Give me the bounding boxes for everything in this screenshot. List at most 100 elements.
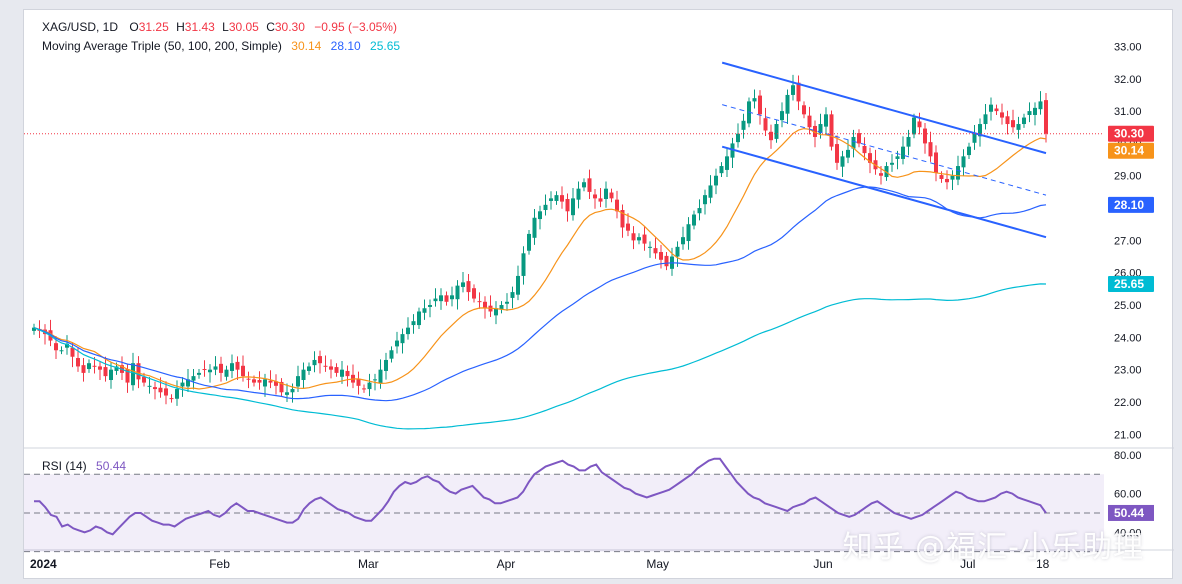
candle-body: [714, 175, 718, 186]
candle-body: [213, 366, 218, 370]
candle-body: [417, 311, 421, 326]
candle-body: [593, 194, 597, 199]
candle-body: [890, 162, 894, 165]
watermark: 知乎 @福汇-小乐助理: [842, 530, 1144, 565]
candle-body: [263, 379, 267, 387]
candle-body: [164, 388, 168, 396]
candle-body: [158, 387, 163, 393]
open-label: O: [129, 20, 139, 34]
candle-body: [868, 153, 872, 163]
candle-body: [378, 369, 383, 384]
rsi-legend-value: 50.44: [96, 459, 127, 473]
candle-body: [136, 363, 141, 380]
candle-body: [791, 85, 795, 95]
candle-body: [219, 363, 223, 373]
candle-body: [230, 363, 234, 371]
candle-body: [939, 175, 944, 179]
candle-body: [659, 252, 663, 260]
candle-body: [549, 198, 553, 201]
candle-body: [758, 95, 762, 115]
candle-body: [626, 223, 630, 231]
channel-middle-line: [722, 104, 1047, 196]
candle-body: [186, 379, 190, 387]
price-label-box: [1108, 196, 1154, 213]
candle-body: [307, 366, 311, 371]
price-legend: XAG/USD, 1D O31.25 H31.43 L30.05 C30.30 …: [42, 20, 397, 34]
candle-body: [406, 327, 410, 335]
candle-body: [70, 347, 75, 357]
candle-body: [494, 308, 498, 316]
candle-body: [499, 305, 504, 310]
candle-body: [587, 178, 592, 192]
candle-body: [241, 365, 245, 377]
candle-body: [169, 398, 174, 400]
candle-body: [692, 214, 696, 226]
candle-body: [615, 199, 619, 212]
candle-body: [978, 124, 982, 137]
candle-body: [180, 382, 185, 387]
price-tick-label: 31.00: [1114, 106, 1142, 118]
rsi-tick-label: 60.00: [1114, 489, 1142, 501]
close-label: C: [266, 20, 275, 34]
candle-body: [334, 367, 339, 373]
close-value: 30.30: [274, 20, 305, 34]
rsi-value-box: [1108, 504, 1154, 521]
candle-body: [697, 208, 702, 214]
candle-body: [912, 117, 916, 135]
candle-body: [345, 370, 350, 377]
price-label-ma50: 30.14: [1108, 142, 1154, 159]
candle-body: [934, 152, 938, 173]
time-tick-label: 18: [1036, 557, 1050, 571]
candle-body: [703, 195, 707, 205]
price-label-text: 25.65: [1114, 277, 1144, 291]
candle-body: [961, 156, 966, 168]
candle-body: [675, 246, 680, 257]
price-label-text: 30.30: [1114, 127, 1144, 141]
candle-body: [109, 369, 113, 381]
open-value: 31.25: [138, 20, 169, 34]
candle-body: [81, 365, 86, 373]
candle-body: [444, 295, 449, 302]
candle-body: [752, 98, 757, 102]
candle-body: [862, 146, 867, 154]
candle-body: [565, 199, 570, 212]
candle-body: [290, 389, 295, 393]
candle-body: [917, 121, 922, 128]
candle-body: [384, 359, 388, 371]
ma200-value: 25.65: [370, 39, 401, 53]
rsi-value-text: 50.44: [1114, 506, 1144, 520]
candle-body: [147, 385, 152, 387]
candle-body: [846, 149, 850, 158]
candle-body: [362, 388, 366, 390]
candle-body: [153, 387, 157, 390]
candle-body: [87, 363, 91, 370]
price-tick-label: 33.00: [1114, 41, 1142, 53]
candle-body: [235, 361, 240, 370]
candle-body: [400, 334, 405, 344]
candle-body: [257, 380, 262, 383]
time-tick-label: Apr: [497, 557, 516, 571]
candle-body: [433, 298, 438, 302]
candle-body: [521, 253, 526, 276]
price-tick-label: 29.00: [1114, 171, 1142, 183]
candle-body: [1005, 116, 1010, 125]
rsi-legend: RSI (14) 50.44: [42, 459, 126, 473]
candle-body: [197, 372, 201, 375]
low-value: 30.05: [228, 20, 259, 34]
time-tick-label: Feb: [209, 557, 230, 571]
candle-body: [1038, 101, 1043, 110]
candle-body: [125, 369, 130, 383]
ma-legend: Moving Average Triple (50, 100, 200, Sim…: [42, 39, 400, 53]
candle-body: [389, 350, 394, 359]
candle-body: [532, 217, 537, 238]
candle-body: [301, 369, 306, 381]
candle-body: [142, 376, 146, 383]
candle-body: [813, 125, 817, 137]
candle-body: [901, 146, 905, 159]
candle-body: [202, 369, 207, 371]
rsi-legend-label: RSI (14): [42, 459, 87, 473]
chart-svg[interactable]: 33.0032.0031.0030.0029.0028.0027.0026.00…: [24, 10, 1174, 580]
candle-body: [582, 182, 586, 188]
chart-frame: 33.0032.0031.0030.0029.0028.0027.0026.00…: [23, 9, 1174, 580]
candle-body: [268, 380, 273, 383]
